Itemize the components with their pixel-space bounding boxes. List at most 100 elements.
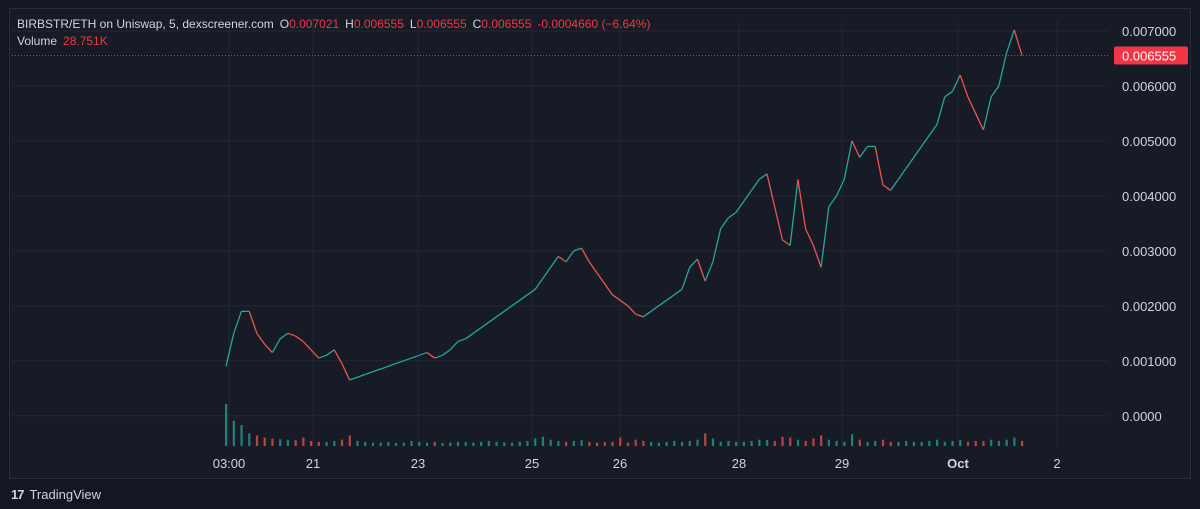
volume-bar [990, 439, 993, 446]
x-tick-label: 25 [525, 456, 539, 471]
price-segment [271, 338, 281, 353]
price-segment [805, 228, 814, 246]
price-segment [565, 250, 575, 263]
volume-bar [773, 440, 776, 446]
price-segment [750, 179, 760, 191]
volume-bar [874, 440, 877, 446]
chart-grid [12, 20, 1108, 446]
y-tick-label: 0.006000 [1122, 79, 1176, 94]
volume-bar [781, 436, 784, 446]
volume-bar [549, 439, 552, 446]
volume-bar [240, 425, 243, 446]
price-segment [588, 261, 598, 274]
volume-bar [820, 435, 823, 446]
volume-label: Volume [17, 34, 58, 48]
x-tick-label: 28 [732, 456, 746, 471]
price-segment [248, 311, 258, 334]
price-segment [395, 360, 404, 365]
volume-bar [928, 440, 931, 446]
price-segment [380, 365, 389, 370]
volume-bar [565, 441, 568, 446]
close-value: 0.006555 [481, 17, 532, 31]
volume-bar [711, 438, 715, 446]
volume-bar [727, 440, 730, 446]
price-segment [1013, 29, 1023, 56]
volume-bar [595, 442, 599, 446]
price-segment [627, 305, 637, 315]
price-segment [921, 135, 930, 147]
price-segment [411, 354, 420, 359]
price-segment [820, 206, 830, 268]
volume-bar [959, 440, 962, 446]
volume-bar [704, 433, 707, 446]
volume-bar [371, 442, 375, 446]
volume-bar [650, 441, 653, 446]
price-segment [426, 352, 436, 359]
volume-bar [456, 441, 460, 446]
volume-bar [441, 443, 444, 446]
volume-bar [905, 440, 908, 446]
y-tick-label: 0.003000 [1122, 244, 1176, 259]
price-segment [774, 206, 784, 241]
volume-bar [364, 441, 367, 446]
volume-bar [835, 440, 838, 446]
current-price-tag-label: 0.006555 [1122, 48, 1176, 63]
open-value: 0.007021 [289, 17, 340, 31]
x-tick-label: 23 [411, 456, 425, 471]
price-segment [372, 368, 381, 373]
price-segment [959, 74, 969, 98]
tradingview-attribution[interactable]: 17 TradingView [11, 484, 101, 504]
volume-bar [642, 440, 645, 446]
volume-bar [580, 440, 583, 446]
price-segment [264, 343, 273, 353]
price-segment [828, 195, 838, 208]
price-segment [472, 327, 482, 334]
price-segment [890, 179, 899, 191]
open-label: O [279, 17, 290, 31]
price-segment [882, 184, 891, 191]
volume-bar [340, 439, 344, 446]
price-segment [812, 245, 822, 268]
volume-bar [982, 440, 985, 446]
price-segment [542, 266, 552, 279]
volume-bar [812, 438, 815, 446]
volume-bar [518, 441, 521, 446]
x-tick-label: 29 [835, 456, 849, 471]
volume-bar [696, 439, 699, 446]
volume-bar [866, 441, 869, 446]
volume-bar [673, 440, 676, 446]
volume-bar [634, 439, 637, 446]
volume-bar [310, 440, 313, 446]
price-segment [388, 362, 397, 367]
price-segment [635, 313, 644, 318]
volume-bar [418, 441, 421, 446]
price-segment [843, 140, 853, 180]
price-segment [326, 349, 335, 356]
price-segment [797, 179, 807, 229]
volume-bar [325, 441, 328, 446]
price-segment [310, 349, 320, 359]
volume-bar [827, 439, 830, 446]
volume-bar [526, 440, 529, 446]
volume-bar [541, 436, 545, 446]
price-segment [573, 247, 582, 252]
price-segment [225, 333, 235, 367]
volume-bar [503, 442, 506, 446]
volume-bar [758, 439, 761, 446]
volume-bar [433, 441, 436, 446]
price-segment [735, 201, 745, 213]
chart-panel[interactable] [9, 8, 1191, 479]
volume-bar [302, 437, 305, 446]
volume-bar [858, 439, 861, 446]
price-segment [442, 349, 451, 356]
price-segment [233, 311, 243, 334]
volume-bar [603, 442, 606, 446]
volume-bar [534, 438, 537, 446]
volume-bar [843, 441, 846, 446]
volume-bar [796, 439, 800, 446]
change-value: -0.0004660 (−6.64%) [537, 17, 651, 31]
volume-bars [225, 404, 1024, 446]
price-segment [604, 283, 613, 296]
chart-legend: BIRBSTR/ETH on Uniswap, 5, dexscreener.c… [17, 16, 650, 50]
